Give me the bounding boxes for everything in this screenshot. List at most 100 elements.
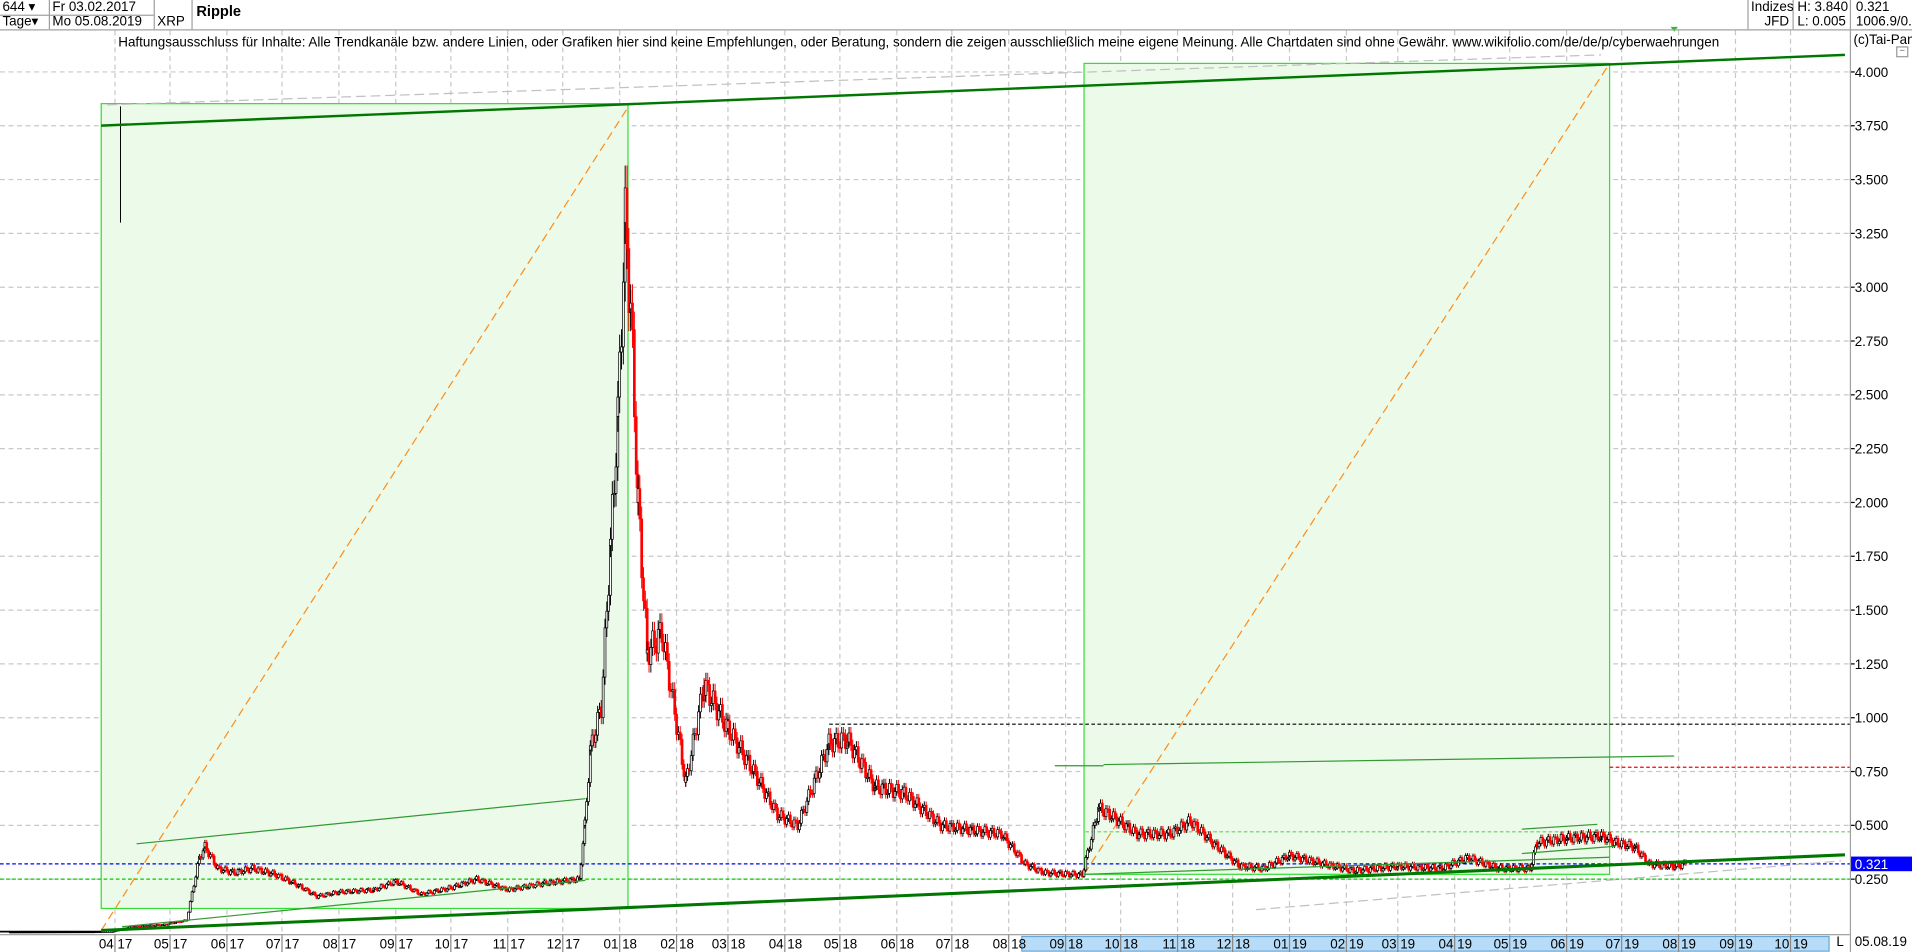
candle-body — [998, 829, 1001, 832]
x-tick-label-month: 12 — [547, 937, 562, 952]
candle-body — [1460, 857, 1464, 863]
collapse-icon[interactable]: − — [1896, 46, 1909, 58]
x-tick-label-year: 19 — [1457, 937, 1472, 952]
high-value: H: 3.840 — [1797, 0, 1849, 15]
candle-body — [1018, 851, 1022, 856]
candle-body — [737, 747, 741, 754]
x-tick-label-month: 06 — [881, 937, 896, 952]
x-tick-label-month: 09 — [1049, 937, 1064, 952]
candle-body — [612, 493, 616, 496]
candle-body — [974, 833, 978, 836]
x-tick-label-year: 17 — [229, 937, 244, 952]
x-tick-label-month: 03 — [1382, 937, 1397, 952]
candle-body — [1301, 857, 1304, 863]
candle-body — [1601, 831, 1605, 836]
candle-body — [735, 737, 739, 754]
x-tick-label-month: 04 — [1439, 937, 1454, 952]
candle-body — [713, 690, 717, 704]
candle-body — [989, 830, 992, 838]
candle-body — [957, 822, 961, 828]
candle-body — [886, 793, 889, 795]
candle-body — [596, 712, 599, 736]
candle-body — [166, 923, 170, 926]
candle-body — [614, 466, 618, 494]
x-tick-label-month: 02 — [1330, 937, 1345, 952]
candle-body — [229, 870, 232, 875]
candle-body — [1609, 834, 1613, 841]
period-count-dropdown[interactable]: 644 ▾ — [2, 1, 35, 14]
candle-body — [1356, 867, 1359, 873]
candle-body — [174, 922, 177, 925]
candle-body — [620, 346, 623, 353]
exchange-label: JFD — [1764, 14, 1790, 30]
candle-body — [1157, 835, 1161, 839]
candle-body — [210, 854, 214, 857]
candle-body — [910, 791, 913, 797]
divider — [191, 0, 193, 30]
candle-body — [429, 890, 432, 894]
candle-body — [1223, 849, 1227, 858]
candle-body — [1045, 869, 1049, 873]
candle-body — [1537, 843, 1541, 848]
candle-body — [607, 594, 610, 612]
candle-body — [245, 866, 249, 870]
candle-body — [871, 778, 875, 792]
channel-box-2017 — [100, 103, 629, 910]
x-tick-label-year: 19 — [1738, 937, 1753, 952]
candle-body — [1185, 822, 1189, 831]
candle-body — [741, 740, 744, 756]
candle-body — [1365, 865, 1368, 871]
candles — [9, 165, 1688, 934]
channel-line — [1084, 856, 1610, 875]
y-tick-label: 3.750 — [1855, 119, 1889, 134]
candle-body — [1156, 830, 1159, 839]
y-tick-label: 2.750 — [1855, 334, 1889, 349]
candle-body — [577, 878, 581, 880]
interval-dropdown[interactable]: Tage▾ — [2, 15, 38, 29]
candle-body — [350, 892, 354, 895]
candle-body — [1585, 836, 1589, 843]
candle-body — [1168, 833, 1172, 837]
candle-body — [873, 785, 877, 788]
volume-info: 1006.9/0.2 — [1855, 15, 1912, 30]
candle-body — [1361, 869, 1365, 874]
x-tick-label-month: 05 — [824, 937, 839, 952]
candle-body — [833, 738, 836, 753]
candle-body — [1060, 870, 1064, 876]
candle-body — [1124, 823, 1128, 831]
start-date[interactable]: Fr 03.02.2017 — [52, 0, 136, 15]
candle-body — [1012, 843, 1016, 853]
candle-body — [1592, 834, 1596, 842]
selected-range — [1021, 935, 1830, 952]
end-date[interactable]: Mo 05.08.2019 — [52, 14, 142, 30]
candle-body — [1280, 857, 1284, 864]
candle-body — [1134, 826, 1137, 831]
candle-body — [1284, 854, 1288, 861]
candle-body — [660, 631, 664, 643]
candle-body — [1000, 833, 1003, 839]
candle-body — [1179, 821, 1183, 831]
candle-body — [627, 248, 631, 314]
candle-body — [1192, 821, 1196, 829]
candle-body — [961, 828, 965, 835]
candle-body — [392, 879, 396, 886]
chevron-down-icon: ▾ — [28, 0, 36, 15]
last-price-label: 0.321 — [1855, 857, 1889, 872]
candle-body — [1420, 864, 1423, 871]
candle-body — [985, 826, 989, 833]
candle-body — [976, 826, 979, 835]
scale-mode-toggle[interactable]: L — [1836, 935, 1844, 950]
x-tick-label-month: 08 — [993, 937, 1008, 952]
candle-body — [308, 889, 311, 895]
candle-body — [954, 829, 957, 832]
candle-body — [1172, 827, 1176, 838]
candle-body — [691, 733, 695, 757]
candle-body — [341, 889, 344, 893]
candle-body — [1374, 870, 1378, 873]
candle-body — [552, 880, 555, 885]
candle-body — [972, 825, 976, 835]
candle-body — [860, 758, 864, 769]
candle-body — [1473, 855, 1477, 861]
candle-body — [1113, 811, 1117, 818]
